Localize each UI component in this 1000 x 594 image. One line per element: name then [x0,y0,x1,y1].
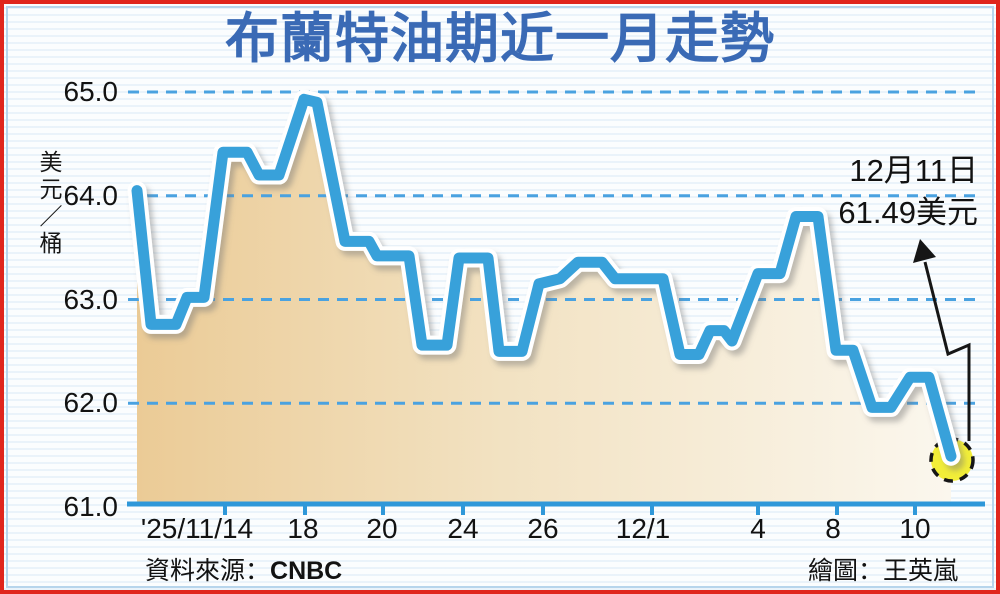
source-prefix: 資料來源： [145,557,271,585]
annotation-date: 12月11日 [849,153,978,188]
chart-title: 布蘭特油期近一月走勢 [225,9,775,69]
x-axis-tick-label: 8 [825,513,841,544]
price-line [131,93,957,462]
x-axis-tick-label: 4 [750,513,766,544]
x-axis-tick-label: '25/11/14 [140,513,254,544]
y-axis-tick-label: 64.0 [63,179,119,211]
illustrator-credit: 繪圖：王英嵐 [807,557,958,585]
annotation-arrow-shaft [923,261,971,441]
y-axis-tick-label: 61.0 [63,491,119,522]
last-point-annotation: 12月11日 61.49美元 [718,150,978,234]
y-axis-unit-label: 美元／桶 [36,150,62,258]
annotation-price: 61.49美元 [838,195,978,230]
annotation-arrow-head [913,239,936,263]
y-axis-tick-label: 65.0 [63,76,119,107]
source-credit: 資料來源：CNBC [145,551,342,587]
x-axis-tick-label: 18 [287,513,319,544]
x-axis-tick-label: 26 [527,513,559,544]
x-axis-tick-label: 10 [899,513,931,544]
source-name: CNBC [270,557,343,585]
x-axis-tick-label: 24 [447,513,479,544]
x-axis-tick-label: 12/1 [615,513,671,544]
x-axis-tick-label: 20 [366,513,398,544]
y-axis-tick-label: 62.0 [63,387,119,419]
y-axis-tick-label: 63.0 [63,283,119,315]
